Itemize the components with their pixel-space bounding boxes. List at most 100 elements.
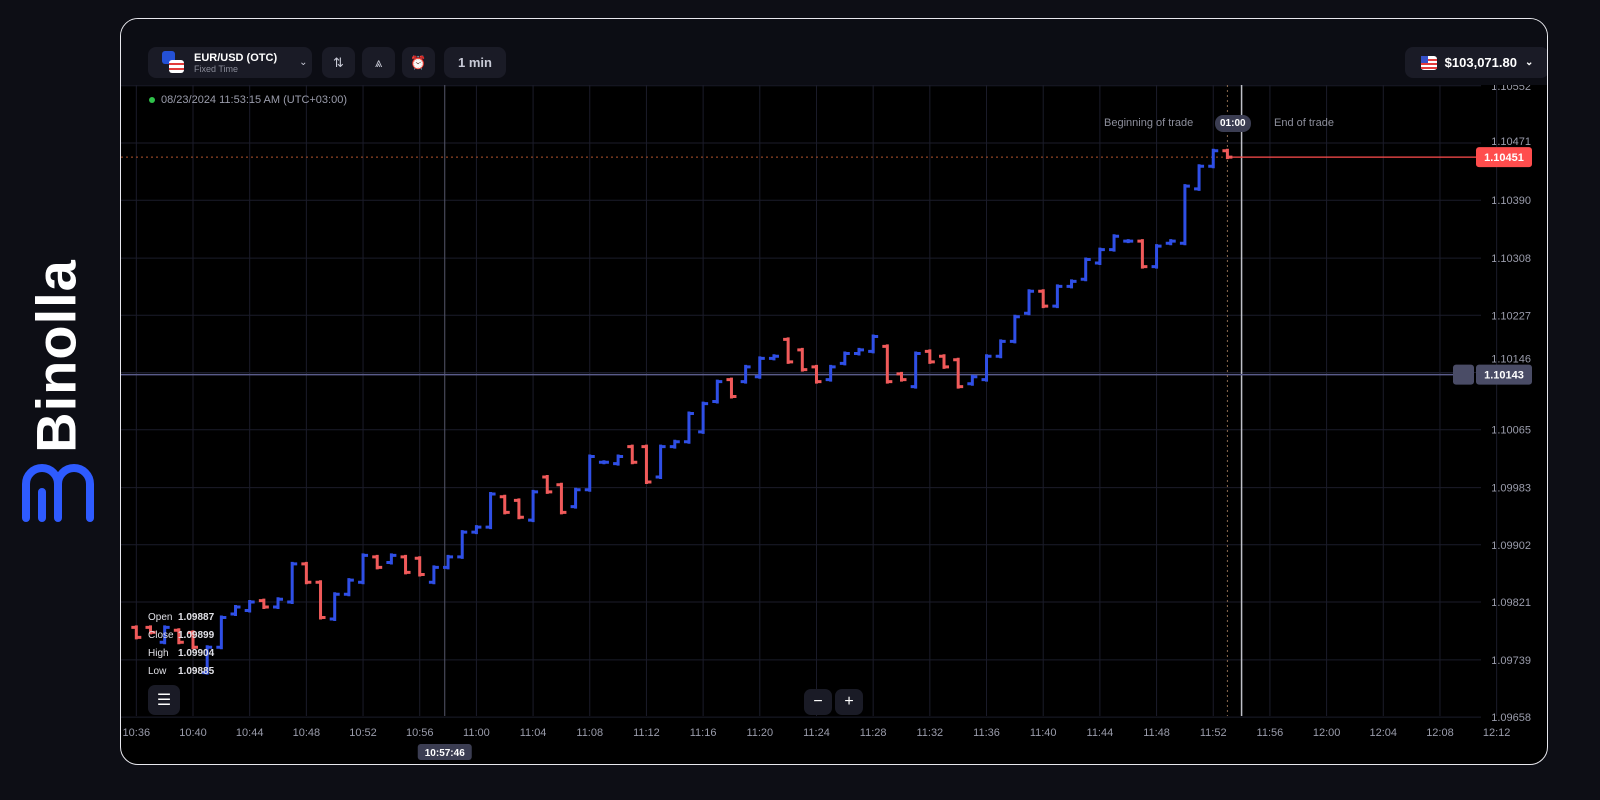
low-value: 1.09885 — [178, 666, 215, 677]
x-tick-label: 11:12 — [633, 727, 660, 739]
us-flag-icon — [1420, 55, 1437, 70]
zoom-out-button[interactable]: − — [804, 689, 832, 715]
ohlc-bar — [1194, 164, 1205, 191]
asset-selector[interactable]: EUR/USD (OTC) Fixed Time ⌄ — [148, 47, 312, 78]
ohlc-bar — [896, 371, 907, 382]
ohlc-bar — [868, 334, 879, 354]
ohlc-bar — [145, 625, 156, 635]
ohlc-bar — [683, 411, 694, 444]
ohlc-bar — [797, 347, 808, 372]
x-tick-label: 11:20 — [746, 727, 773, 739]
add-alert-icon: ⏰ — [410, 54, 427, 70]
x-tick-label: 11:00 — [463, 727, 490, 739]
ohlc-bar — [499, 494, 510, 515]
ohlc-bar — [428, 565, 439, 585]
ohlc-bar — [655, 444, 666, 480]
y-tick-label: 1.10390 — [1491, 195, 1531, 207]
balance-selector[interactable]: $103,071.80 ⌄ — [1405, 47, 1547, 78]
ohlc-bar — [159, 625, 170, 645]
drawing-tools-button[interactable]: ⩓ — [362, 47, 395, 78]
ohlc-bar — [853, 347, 864, 356]
sliders-icon: ☰ — [156, 692, 172, 709]
x-tick-label: 11:40 — [1030, 727, 1057, 739]
ohlc-bar — [188, 630, 198, 650]
brand-name: Binolla — [24, 259, 88, 453]
ohlc-bar — [754, 356, 765, 379]
ohlc-bar — [613, 454, 624, 466]
open-value: 1.09887 — [178, 612, 215, 623]
zoom-in-button[interactable]: + — [835, 689, 863, 715]
x-tick-label: 10:56 — [406, 727, 434, 739]
current-price-tag — [1476, 147, 1532, 168]
ohlc-bar — [882, 344, 893, 384]
ohlc-bar — [1066, 279, 1077, 289]
server-time: 08/23/2024 11:53:15 AM (UTC+03:00) — [149, 94, 347, 106]
crosshair-time-tag — [417, 744, 472, 760]
y-tick-label: 1.10065 — [1491, 425, 1531, 437]
x-tick-label: 12:08 — [1426, 727, 1454, 739]
ohlc-bar — [669, 439, 680, 449]
ohlc-bar — [216, 615, 227, 650]
ohlc-bar — [301, 561, 312, 585]
high-value: 1.09904 — [178, 648, 215, 659]
ohlc-bar — [457, 530, 468, 559]
ohlc-bar — [1080, 257, 1091, 282]
x-tick-label: 11:44 — [1087, 727, 1114, 739]
x-tick-label: 11:24 — [803, 727, 830, 739]
ohlc-bar — [783, 337, 794, 364]
ohlc-bar — [400, 554, 411, 575]
ohlc-bar — [173, 628, 184, 645]
ohlc-bar — [825, 364, 836, 382]
ohlc-bar — [698, 401, 709, 434]
ohlc-readout: Open 1.09887 Close 1.09899 High 1.09904 Low… — [148, 609, 214, 681]
high-label: High — [148, 648, 169, 659]
x-tick-label: 10:36 — [123, 727, 151, 739]
chart-type-icon: ⇅ — [333, 54, 344, 70]
low-label: Low — [148, 666, 167, 677]
ohlc-bar — [443, 554, 454, 570]
y-tick-label: 1.10471 — [1491, 136, 1531, 148]
ohlc-bar — [1165, 239, 1176, 246]
ohlc-bar — [768, 354, 779, 361]
ohlc-bar — [981, 354, 992, 382]
open-label: Open — [148, 612, 173, 623]
ohlc-bar — [953, 357, 964, 389]
ohlc-bar — [1052, 284, 1063, 309]
price-chart[interactable]: 1.105521.104711.103901.103081.102271.101… — [121, 19, 1548, 765]
ohlc-bar — [1179, 184, 1190, 246]
ohlc-bar — [967, 374, 978, 386]
ohlc-bar — [471, 525, 482, 535]
indicators-button[interactable]: ☰ — [148, 685, 180, 715]
trade-timer: 01:00 — [1215, 115, 1251, 132]
ohlc-bar — [1222, 148, 1233, 160]
x-tick-label: 10:48 — [293, 727, 321, 739]
add-alert-button[interactable]: ⏰ — [402, 47, 435, 78]
chart-type-button[interactable]: ⇅ — [322, 47, 355, 78]
ohlc-bar — [230, 604, 241, 617]
y-tick-label: 1.09658 — [1491, 712, 1531, 724]
alert-level-tag — [1476, 364, 1532, 385]
x-tick-label: 12:12 — [1483, 727, 1511, 739]
alert-level-value: 1.10143 — [1484, 370, 1524, 382]
x-tick-label: 11:16 — [690, 727, 717, 739]
crosshair-time-label: 10:57:46 — [425, 748, 465, 759]
beginning-of-trade-label: Beginning of trade — [1104, 117, 1194, 129]
ohlc-bar — [839, 351, 850, 366]
ohlc-bar — [1208, 148, 1219, 169]
ohlc-bar — [924, 349, 935, 364]
end-of-trade-label: End of trade — [1274, 117, 1334, 129]
close-value: 1.09899 — [178, 630, 215, 641]
ohlc-bar — [726, 377, 737, 399]
y-tick-label: 1.09983 — [1491, 483, 1531, 495]
timeframe-button[interactable]: 1 min — [444, 47, 506, 78]
timestamp-text: 08/23/2024 11:53:15 AM (UTC+03:00) — [161, 94, 348, 106]
ohlc-bar — [811, 364, 822, 384]
close-label: Close — [148, 630, 174, 641]
ohlc-bar — [1038, 289, 1049, 309]
x-tick-label: 11:08 — [576, 727, 603, 739]
y-tick-label: 1.09821 — [1491, 597, 1531, 609]
y-tick-label: 1.10146 — [1491, 354, 1531, 366]
binolla-logo-icon — [22, 464, 94, 522]
x-tick-label: 11:32 — [916, 727, 943, 739]
x-tick-label: 10:44 — [236, 727, 264, 739]
